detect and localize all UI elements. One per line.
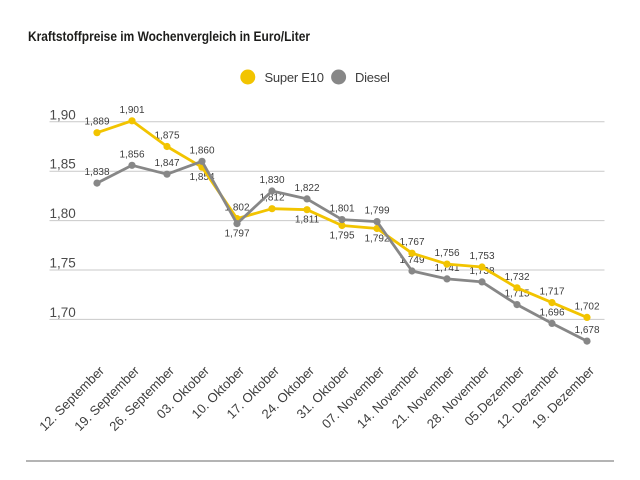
svg-text:1,75: 1,75 [50,256,76,271]
svg-text:1,799: 1,799 [364,206,389,217]
svg-text:1,85: 1,85 [50,157,76,172]
svg-text:1,741: 1,741 [434,263,459,274]
svg-text:Super E10: Super E10 [265,70,324,85]
svg-text:Kraftstoffpreise im Wochenverg: Kraftstoffpreise im Wochenvergleich in E… [28,28,310,44]
svg-text:1,792: 1,792 [364,234,389,245]
svg-text:1,753: 1,753 [469,251,494,262]
svg-text:1,811: 1,811 [295,215,320,226]
svg-text:1,715: 1,715 [504,289,529,300]
svg-text:1,838: 1,838 [84,167,109,178]
svg-text:1,801: 1,801 [329,204,354,215]
svg-text:1,854: 1,854 [189,172,214,183]
svg-text:1,901: 1,901 [119,105,144,116]
svg-text:1,738: 1,738 [469,266,494,277]
svg-text:1,717: 1,717 [539,287,564,298]
svg-text:1,795: 1,795 [329,231,354,242]
svg-text:1,875: 1,875 [154,131,179,142]
svg-text:1,889: 1,889 [84,117,109,128]
svg-text:1,678: 1,678 [574,325,599,336]
svg-text:1,856: 1,856 [119,149,144,160]
svg-text:1,80: 1,80 [50,206,76,221]
svg-text:1,802: 1,802 [224,203,249,214]
svg-text:1,822: 1,822 [294,183,319,194]
svg-text:1,756: 1,756 [434,248,459,259]
svg-text:1,749: 1,749 [399,255,424,266]
svg-text:1,830: 1,830 [259,175,284,186]
svg-text:1,797: 1,797 [224,229,249,240]
svg-text:1,702: 1,702 [574,301,599,312]
svg-text:1,767: 1,767 [399,237,424,248]
svg-text:1,847: 1,847 [154,158,179,169]
svg-text:1,70: 1,70 [50,305,76,320]
svg-text:1,812: 1,812 [259,193,284,204]
svg-text:1,732: 1,732 [504,272,529,283]
svg-text:1,860: 1,860 [189,145,214,156]
svg-text:Diesel: Diesel [355,70,390,85]
svg-text:1,90: 1,90 [50,107,76,122]
svg-text:1,696: 1,696 [539,307,564,318]
